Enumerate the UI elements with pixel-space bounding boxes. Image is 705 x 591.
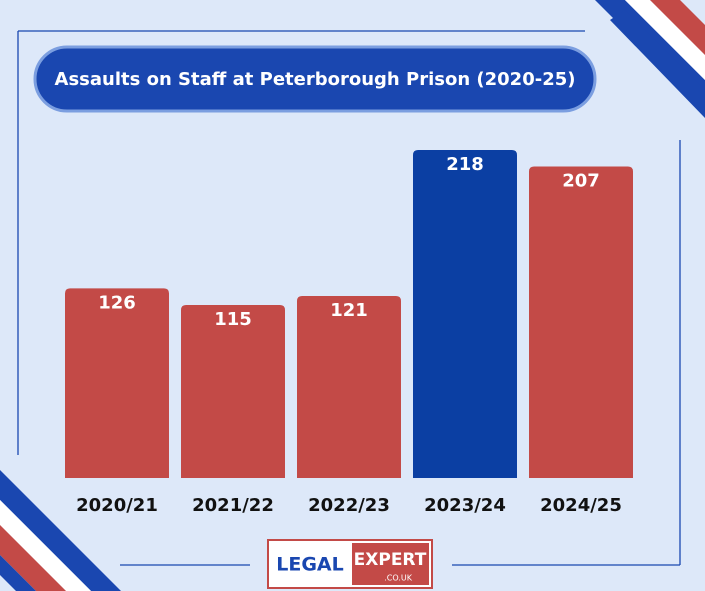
bar xyxy=(413,150,517,478)
logo-domain: .CO.UK xyxy=(384,574,413,583)
title-pill xyxy=(33,45,597,113)
corner-stripes-top xyxy=(595,0,705,118)
logo-right: EXPERT xyxy=(354,550,427,570)
value-label: 121 xyxy=(330,300,368,321)
x-tick-label: 2024/25 xyxy=(540,495,622,516)
x-tick-label: 2023/24 xyxy=(424,495,506,516)
logo-red-block xyxy=(352,543,429,585)
bar xyxy=(65,288,169,478)
corner-stripes-bottom xyxy=(0,470,121,591)
value-label: 115 xyxy=(214,309,252,330)
logo: LEGAL EXPERT .CO.UK xyxy=(267,539,433,589)
bar xyxy=(529,166,633,478)
frame xyxy=(17,30,681,566)
value-label: 218 xyxy=(446,154,484,175)
bar xyxy=(181,304,285,478)
value-label: 207 xyxy=(562,171,600,192)
x-tick-label: 2020/21 xyxy=(76,495,158,516)
logo-left: LEGAL xyxy=(276,554,344,576)
x-tick-label: 2022/23 xyxy=(308,495,390,516)
x-tick-label: 2021/22 xyxy=(192,495,274,516)
bar xyxy=(297,295,401,478)
chart-title: Assaults on Staff at Peterborough Prison… xyxy=(55,69,576,90)
value-label: 126 xyxy=(98,292,136,313)
